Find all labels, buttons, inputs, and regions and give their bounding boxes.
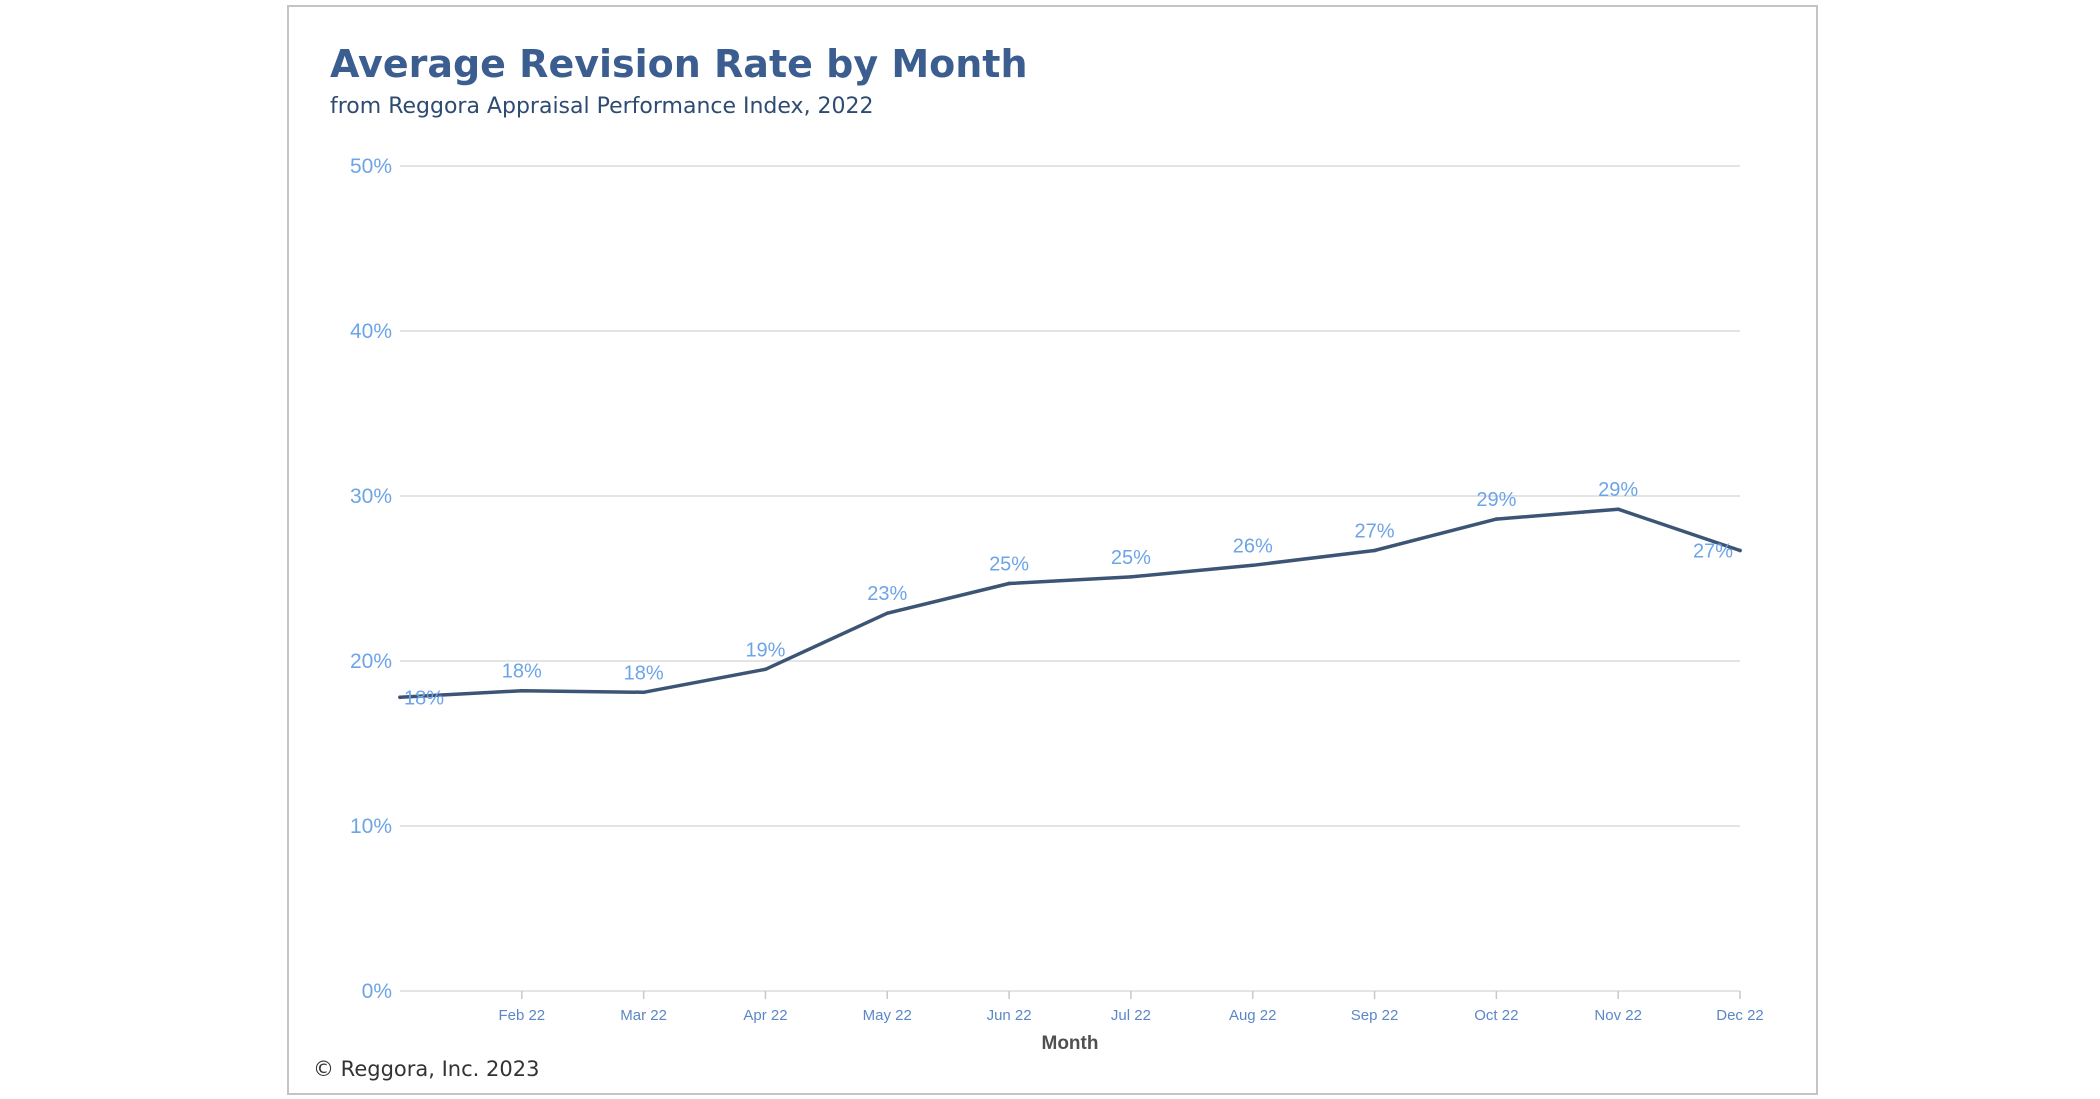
data-label: 19% [745,639,785,661]
data-point [1007,581,1011,586]
data-label: 18% [502,661,542,683]
data-point [1372,548,1377,553]
data-label: 27% [1355,520,1395,542]
x-tick-label: Apr 22 [743,1007,787,1024]
data-point [520,688,524,693]
data-point [1250,563,1255,568]
copyright-footer: © Reggora, Inc. 2023 [313,1057,540,1081]
data-label: 18% [404,687,444,709]
data-point [1616,507,1620,512]
x-tick-label: Dec 22 [1716,1007,1764,1024]
chart-frame [287,5,1818,1095]
y-tick-label: 50% [350,155,392,178]
y-tick-label: 0% [362,980,392,1003]
x-tick-label: Oct 22 [1474,1007,1518,1024]
data-point [885,611,890,615]
gridlines [400,165,1740,992]
x-tick-label: Aug 22 [1229,1007,1277,1024]
x-tick-label: Nov 22 [1594,1007,1642,1024]
data-label: 29% [1476,489,1516,511]
data-label: 23% [867,583,907,605]
data-point [641,690,646,695]
data-point [763,667,768,672]
y-tick-label: 20% [350,650,392,673]
y-tick-label: 30% [350,485,392,508]
data-label: 18% [624,662,664,684]
chart-subtitle: from Reggora Appraisal Performance Index… [330,94,874,119]
data-point [1738,548,1742,553]
chart-title: Average Revision Rate by Month [330,42,1028,86]
x-tick-label: Mar 22 [620,1007,667,1024]
data-labels: 18% 18% 18% 19% 23% 25% 25% 26% 27% 29% 29% 27% [404,479,1733,709]
data-label: 26% [1233,535,1273,557]
series-revision-rate [398,507,1742,700]
x-tick-label: Jun 22 [987,1007,1032,1024]
y-tick-label: 10% [350,815,392,838]
x-axis-ticks: Feb 22 Mar 22 Apr 22 May 22 Jun 22 Jul 22 Aug … [498,991,1764,1024]
y-tick-label: 40% [350,320,392,343]
series-line [398,507,1742,700]
x-tick-label: May 22 [863,1007,912,1024]
data-label: 25% [989,553,1029,575]
x-tick-label: Jul 22 [1111,1007,1151,1024]
x-tick-label: Sep 22 [1351,1007,1399,1024]
x-tick-label: Feb 22 [498,1007,545,1024]
data-point [1494,517,1499,521]
data-label: 29% [1598,479,1638,501]
data-point [1129,575,1133,579]
data-label: 27% [1693,540,1733,562]
y-axis-ticks: 0% 10% 20% 30% 40% 50% [350,155,392,1003]
x-axis-label: Month [1042,1033,1099,1054]
data-label: 25% [1111,547,1151,569]
data-point [398,695,402,700]
